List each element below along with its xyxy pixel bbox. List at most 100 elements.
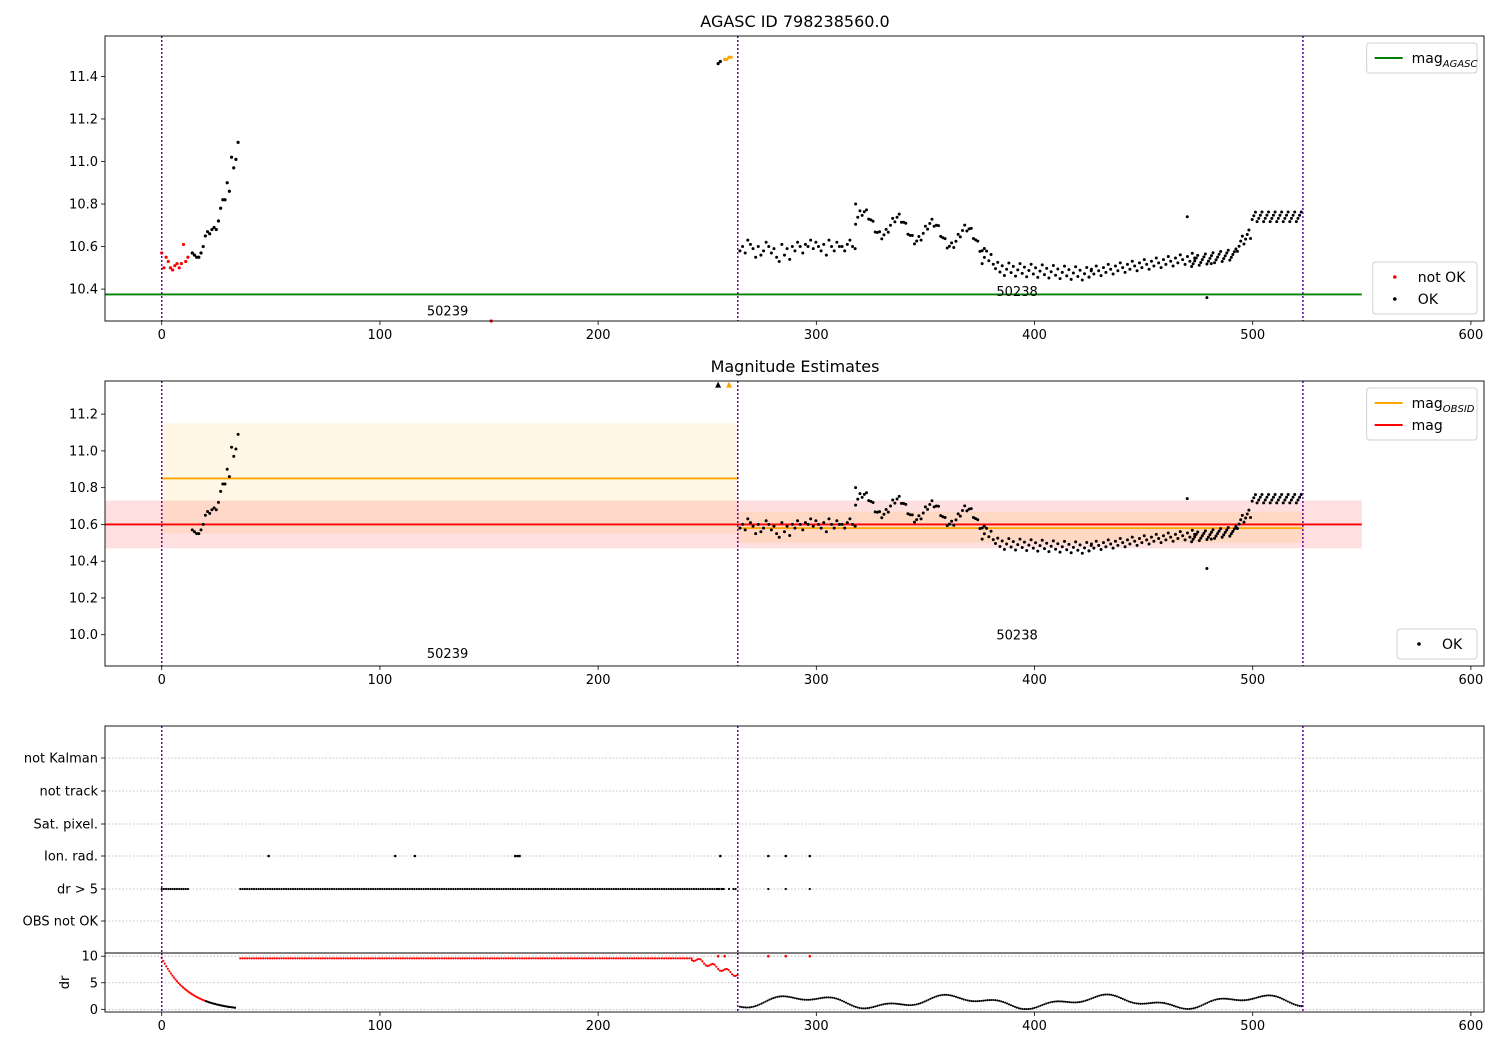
legend-entry-label: mag (1412, 418, 1443, 434)
dr-point (864, 1007, 867, 1010)
data-point (210, 227, 214, 232)
dr-point (569, 957, 572, 960)
dr-point (1259, 995, 1262, 998)
data-point (1260, 493, 1264, 497)
data-point (1205, 567, 1209, 571)
flag-point (167, 887, 170, 891)
flag-point (663, 887, 666, 891)
dr-point (392, 957, 395, 960)
data-point (1185, 497, 1189, 501)
data-point (1094, 264, 1098, 268)
x-tick-label: 300 (804, 1019, 829, 1034)
data-point (1140, 541, 1144, 545)
dr-point (1235, 999, 1238, 1002)
legend-entry: magOBSID (1412, 396, 1475, 415)
dr-point (287, 957, 290, 960)
flag-point (328, 887, 331, 891)
flag-point (692, 887, 696, 891)
data-point (1116, 543, 1120, 547)
dr-point (729, 970, 732, 974)
data-point (1288, 220, 1292, 224)
data-point (225, 181, 229, 185)
flag-point (530, 887, 533, 891)
data-point (1002, 547, 1006, 551)
data-point (716, 62, 720, 66)
dr-point (789, 996, 793, 999)
data-point (980, 526, 984, 530)
dr-point (356, 957, 359, 960)
dr-point (317, 957, 320, 960)
data-point (1209, 530, 1213, 534)
data-point (208, 232, 212, 236)
data-point (803, 242, 807, 246)
data-point (854, 503, 858, 507)
dr-point (801, 998, 804, 1001)
dr-point (534, 957, 537, 960)
data-point (1154, 532, 1158, 536)
dr-point (171, 974, 174, 977)
flag-point (250, 887, 253, 891)
dr-point (854, 1005, 857, 1009)
dr-point (367, 957, 370, 960)
data-point (1034, 266, 1038, 270)
flag-point (459, 887, 462, 891)
dr-point (1057, 1000, 1060, 1003)
data-point (1268, 220, 1272, 224)
data-point (1027, 269, 1031, 273)
dr-point (1163, 1002, 1166, 1005)
data-point (216, 500, 220, 504)
data-point (166, 259, 170, 264)
dr-point (644, 957, 647, 960)
dr-point (1000, 1000, 1003, 1003)
dr-point (732, 974, 735, 977)
data-point (919, 238, 923, 242)
dr-point (660, 957, 663, 960)
x-tick-label: 500 (1240, 1019, 1265, 1034)
dr-point (809, 998, 812, 1001)
y-tick-label: 10.6 (69, 240, 98, 255)
data-point (762, 526, 766, 530)
data-point (899, 220, 903, 224)
x-tick-label: 100 (368, 1019, 393, 1034)
flag-point (383, 887, 386, 891)
data-point (1270, 216, 1274, 220)
data-point (1208, 256, 1212, 260)
dr-point (964, 998, 967, 1002)
dr-point (635, 957, 638, 960)
data-point (937, 504, 941, 508)
axes-layer: 0 100 200 300 400 500 600 10.4 10.6 10.8 11.0 11.2 1… (69, 35, 1485, 343)
x-tick-label: 0 (158, 673, 166, 688)
data-point (971, 237, 975, 241)
dr-point (1019, 1007, 1022, 1010)
data-point (921, 231, 925, 235)
data-point (1232, 250, 1236, 254)
dr-point (397, 957, 400, 960)
dr-point (1155, 1001, 1158, 1004)
legend-box (1396, 628, 1478, 660)
x-tick-label: 500 (1240, 673, 1265, 688)
dr-point (897, 1003, 901, 1006)
data-point (1116, 269, 1120, 273)
data-point (767, 522, 771, 526)
data-point (775, 255, 779, 259)
data-point (858, 209, 862, 213)
dr-point (1074, 1001, 1077, 1004)
data-point (843, 249, 847, 253)
dr-point (1261, 995, 1264, 998)
data-point (1058, 277, 1062, 281)
flag-point (356, 887, 359, 891)
data-point (880, 237, 884, 241)
legend-box (1372, 261, 1478, 315)
flag-point (699, 887, 702, 891)
data-point (1214, 258, 1218, 262)
data-point (1099, 274, 1103, 278)
data-point (1176, 261, 1180, 265)
dr-point (456, 957, 460, 960)
legend-box (1366, 387, 1478, 441)
data-point (1133, 539, 1137, 543)
flag-point (523, 887, 526, 891)
legend-entry: mag (1412, 418, 1443, 434)
dr-point (939, 994, 942, 997)
dr-point (730, 973, 734, 976)
dr-point (548, 957, 551, 960)
